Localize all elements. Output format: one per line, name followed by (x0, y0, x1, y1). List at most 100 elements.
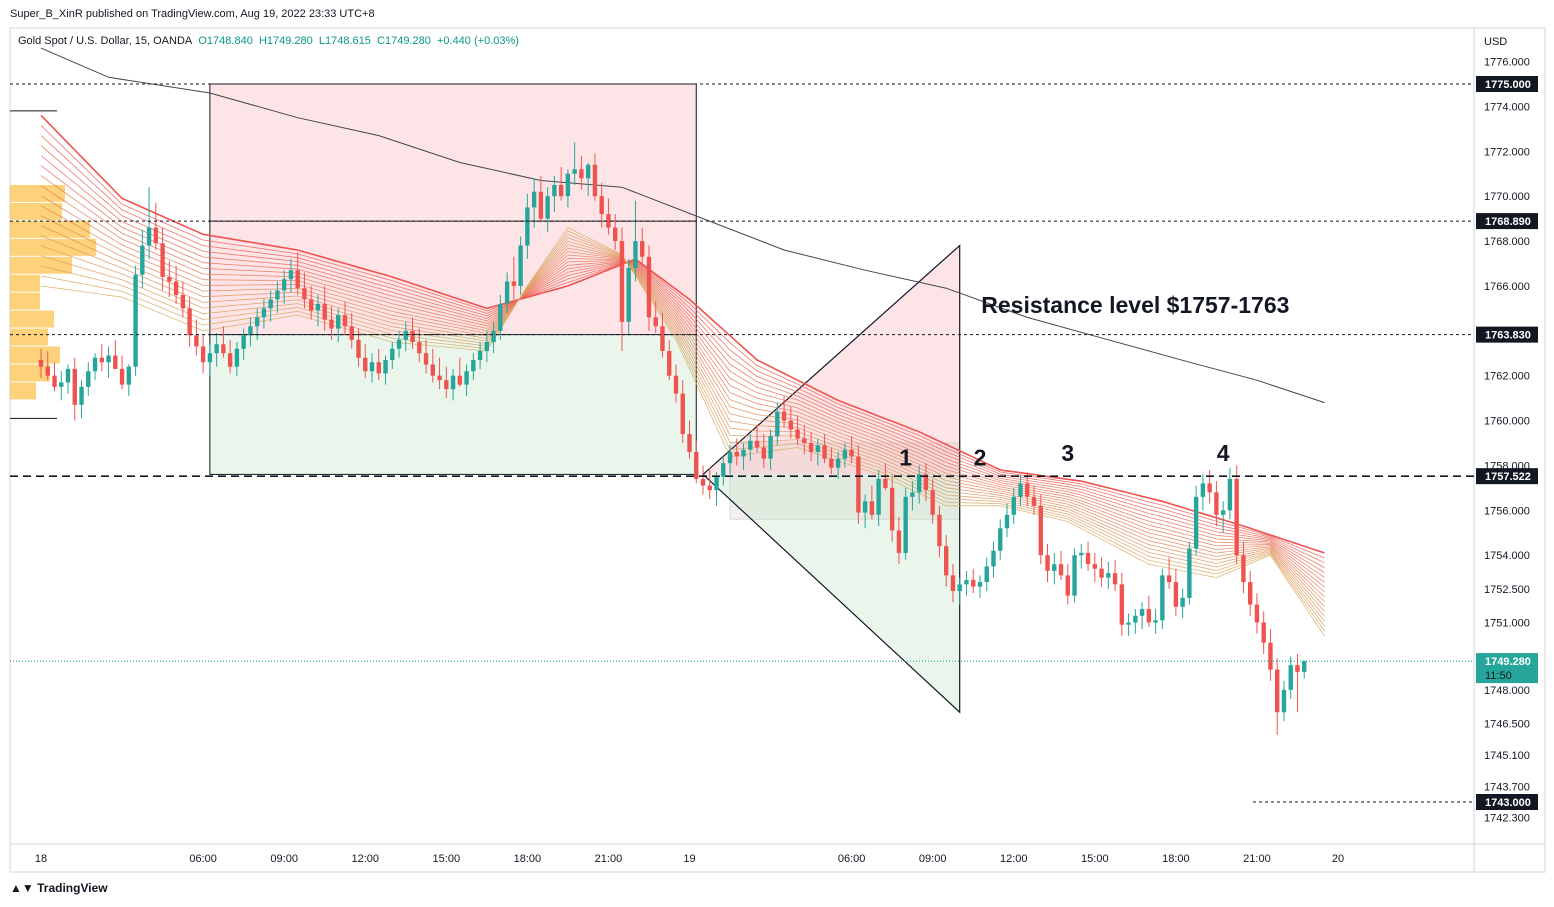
change-value: +0.440 (+0.03%) (436, 35, 519, 47)
tradingview-logo[interactable]: ▲▼ TradingView (10, 881, 108, 895)
candle-body (1031, 496, 1037, 506)
ribbon-line (40, 125, 1325, 559)
candle (741, 443, 746, 470)
candle-body (1092, 564, 1098, 569)
candle (802, 425, 807, 455)
y-tick-label: 1768.000 (1484, 236, 1530, 248)
candle-body (876, 478, 881, 515)
candle-body (1139, 609, 1145, 616)
candle (113, 339, 118, 369)
candle-body (883, 478, 888, 488)
candle (619, 227, 625, 352)
candle (1112, 559, 1118, 592)
candle (38, 348, 44, 378)
candle-body (1146, 609, 1152, 623)
level-label-bg (1476, 468, 1538, 485)
profile-bar (10, 292, 40, 310)
candle (1099, 557, 1104, 587)
candle-body (72, 368, 77, 405)
candle-body (241, 335, 246, 349)
candle (1038, 494, 1043, 565)
candle (504, 272, 510, 313)
candle-body (815, 445, 821, 452)
candle (450, 368, 456, 401)
ribbon-line (40, 215, 1325, 603)
candle (768, 429, 773, 470)
low-value: L1748.615 (318, 35, 371, 47)
profile-bar (10, 310, 54, 328)
time-axis[interactable]: 18 06:00 09:00 12:00 15:00 18:00 21:00 19 06:00 0… (35, 853, 1344, 865)
candle-body (484, 342, 490, 352)
candle (531, 178, 537, 228)
candle-body (599, 196, 604, 215)
candle (1153, 609, 1158, 634)
candle-body (457, 375, 463, 385)
candle-body (1004, 514, 1010, 529)
candle (1187, 541, 1192, 605)
candle (579, 155, 584, 190)
candle (403, 321, 408, 352)
candle-body (1166, 575, 1172, 583)
candle (173, 265, 179, 304)
candle-body (829, 458, 834, 468)
candle-body (714, 476, 719, 491)
candle-body (119, 368, 125, 385)
candle (65, 364, 71, 394)
level-lines (10, 83, 1474, 803)
range-boxes (209, 83, 961, 520)
candle-body (86, 371, 91, 387)
candle (457, 357, 463, 387)
candle (1133, 609, 1138, 634)
x-tick-label: 06:00 (189, 853, 217, 865)
candle (748, 434, 753, 461)
price-axis[interactable]: 1776.000 1774.000 1772.000 1770.000 1768.000… (1484, 57, 1530, 825)
candle-body (99, 357, 104, 363)
x-tick-label: 20 (1332, 853, 1344, 865)
candle-body (281, 279, 287, 291)
candle (261, 299, 267, 329)
candle-body (207, 353, 213, 363)
candle (910, 481, 915, 511)
candle (342, 301, 348, 336)
candle (59, 371, 64, 401)
level-label-text: 1763.830 (1485, 330, 1531, 342)
level-label-bg (1476, 794, 1538, 810)
candle-body (1153, 620, 1158, 623)
candle (248, 317, 253, 347)
candle (99, 344, 104, 372)
candle (937, 505, 942, 558)
candle (1025, 472, 1030, 506)
candle (484, 330, 490, 363)
x-tick-label: 06:00 (838, 853, 866, 865)
candle (646, 245, 652, 331)
candle-body (1187, 548, 1192, 598)
ribbon-line (40, 227, 1325, 637)
candle (187, 297, 192, 347)
ribbon-line (40, 205, 1325, 598)
x-tick-label: 15:00 (433, 853, 461, 865)
candle-body (977, 582, 983, 587)
candle-body (477, 351, 483, 360)
candle (1268, 629, 1273, 681)
candle (889, 474, 895, 542)
candle (862, 494, 868, 529)
candle (1207, 469, 1212, 504)
candle-body (1234, 478, 1239, 556)
annotations: Resistance level $1757-1763 1 2 3 4 (899, 292, 1289, 471)
last-price-bg (1476, 653, 1538, 684)
candle-body (910, 492, 915, 497)
candle (585, 162, 591, 197)
candle-body (261, 308, 267, 318)
last-price-text: 1749.280 (1485, 656, 1531, 668)
candle (1065, 564, 1070, 605)
candle-body (173, 281, 179, 295)
candle-body (504, 281, 510, 304)
candle-body (498, 303, 503, 331)
y-tick-label: 1766.000 (1484, 281, 1530, 293)
y-tick-label: 1745.100 (1484, 750, 1530, 762)
y-tick-label: 1743.700 (1484, 781, 1530, 793)
candle-body (923, 474, 929, 491)
profile-bar (10, 346, 60, 364)
candle-body (511, 281, 517, 286)
